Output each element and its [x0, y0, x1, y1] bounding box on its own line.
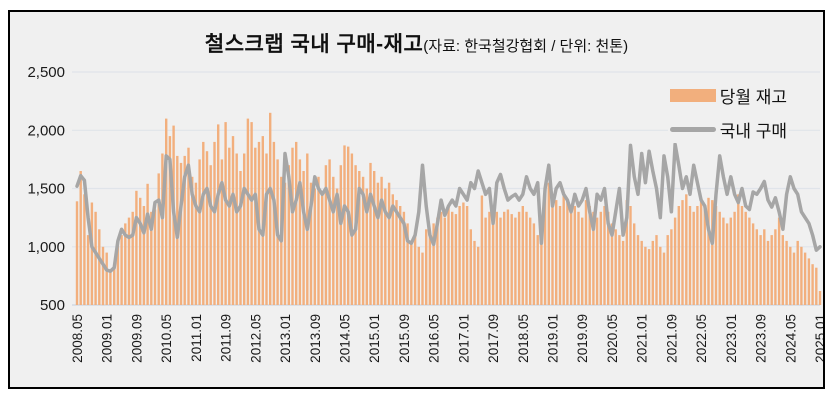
svg-text:2022.05: 2022.05 [694, 314, 709, 363]
svg-text:2025.01: 2025.01 [813, 314, 823, 363]
svg-text:2009.09: 2009.09 [129, 314, 144, 363]
legend-item-inventory: 당월 재고 [667, 82, 789, 109]
svg-text:2019.01: 2019.01 [546, 314, 561, 363]
svg-text:2015.09: 2015.09 [397, 314, 412, 363]
svg-text:2012.05: 2012.05 [248, 314, 263, 363]
svg-text:2023.01: 2023.01 [724, 314, 739, 363]
svg-text:2013.01: 2013.01 [278, 314, 293, 363]
legend-label-purchase: 국내 구매 [719, 122, 787, 141]
svg-text:2020.05: 2020.05 [605, 314, 620, 363]
svg-text:2017.01: 2017.01 [456, 314, 471, 363]
svg-text:2011.01: 2011.01 [189, 314, 204, 362]
svg-text:2,000: 2,000 [27, 122, 65, 139]
svg-text:2013.09: 2013.09 [308, 314, 323, 363]
line-series-swatch [669, 127, 716, 132]
svg-text:2017.09: 2017.09 [486, 314, 501, 363]
bar-series-swatch [669, 89, 716, 102]
svg-text:2,500: 2,500 [27, 64, 65, 81]
svg-text:2011.09: 2011.09 [219, 314, 234, 362]
svg-text:1,000: 1,000 [27, 239, 65, 256]
svg-text:2021.01: 2021.01 [635, 314, 650, 363]
chart-title-subtitle: (자료: 한국철강협회 / 단위: 천톤) [423, 38, 629, 55]
svg-text:2024.05: 2024.05 [783, 314, 798, 363]
svg-text:500: 500 [40, 297, 65, 314]
svg-text:2018.05: 2018.05 [516, 314, 531, 363]
chart-title-main: 철스크랩 국내 구매-재고 [204, 33, 424, 56]
svg-text:1,500: 1,500 [27, 181, 65, 198]
chart-plot-area: 500 1,000 1,500 2,000 2,500 2008.05 2009.01 200… [27, 64, 823, 363]
svg-text:2016.05: 2016.05 [427, 314, 442, 363]
chart-frame: 500 1,000 1,500 2,000 2,500 2008.05 2009.01 200… [8, 10, 825, 389]
chart-title: 철스크랩 국내 구매-재고(자료: 한국철강협회 / 단위: 천톤) [10, 28, 823, 58]
svg-text:2019.09: 2019.09 [575, 314, 590, 363]
legend-item-purchase: 국내 구매 [667, 116, 789, 143]
svg-text:2014.05: 2014.05 [338, 314, 353, 363]
svg-text:2023.09: 2023.09 [754, 314, 769, 363]
legend: 당월 재고 국내 구매 [667, 82, 789, 143]
legend-label-inventory: 당월 재고 [719, 88, 787, 107]
svg-text:2010.05: 2010.05 [159, 314, 174, 363]
svg-text:2015.01: 2015.01 [367, 314, 382, 363]
svg-text:2009.01: 2009.01 [100, 314, 115, 363]
svg-text:2021.09: 2021.09 [664, 314, 679, 363]
svg-text:2008.05: 2008.05 [70, 314, 85, 363]
